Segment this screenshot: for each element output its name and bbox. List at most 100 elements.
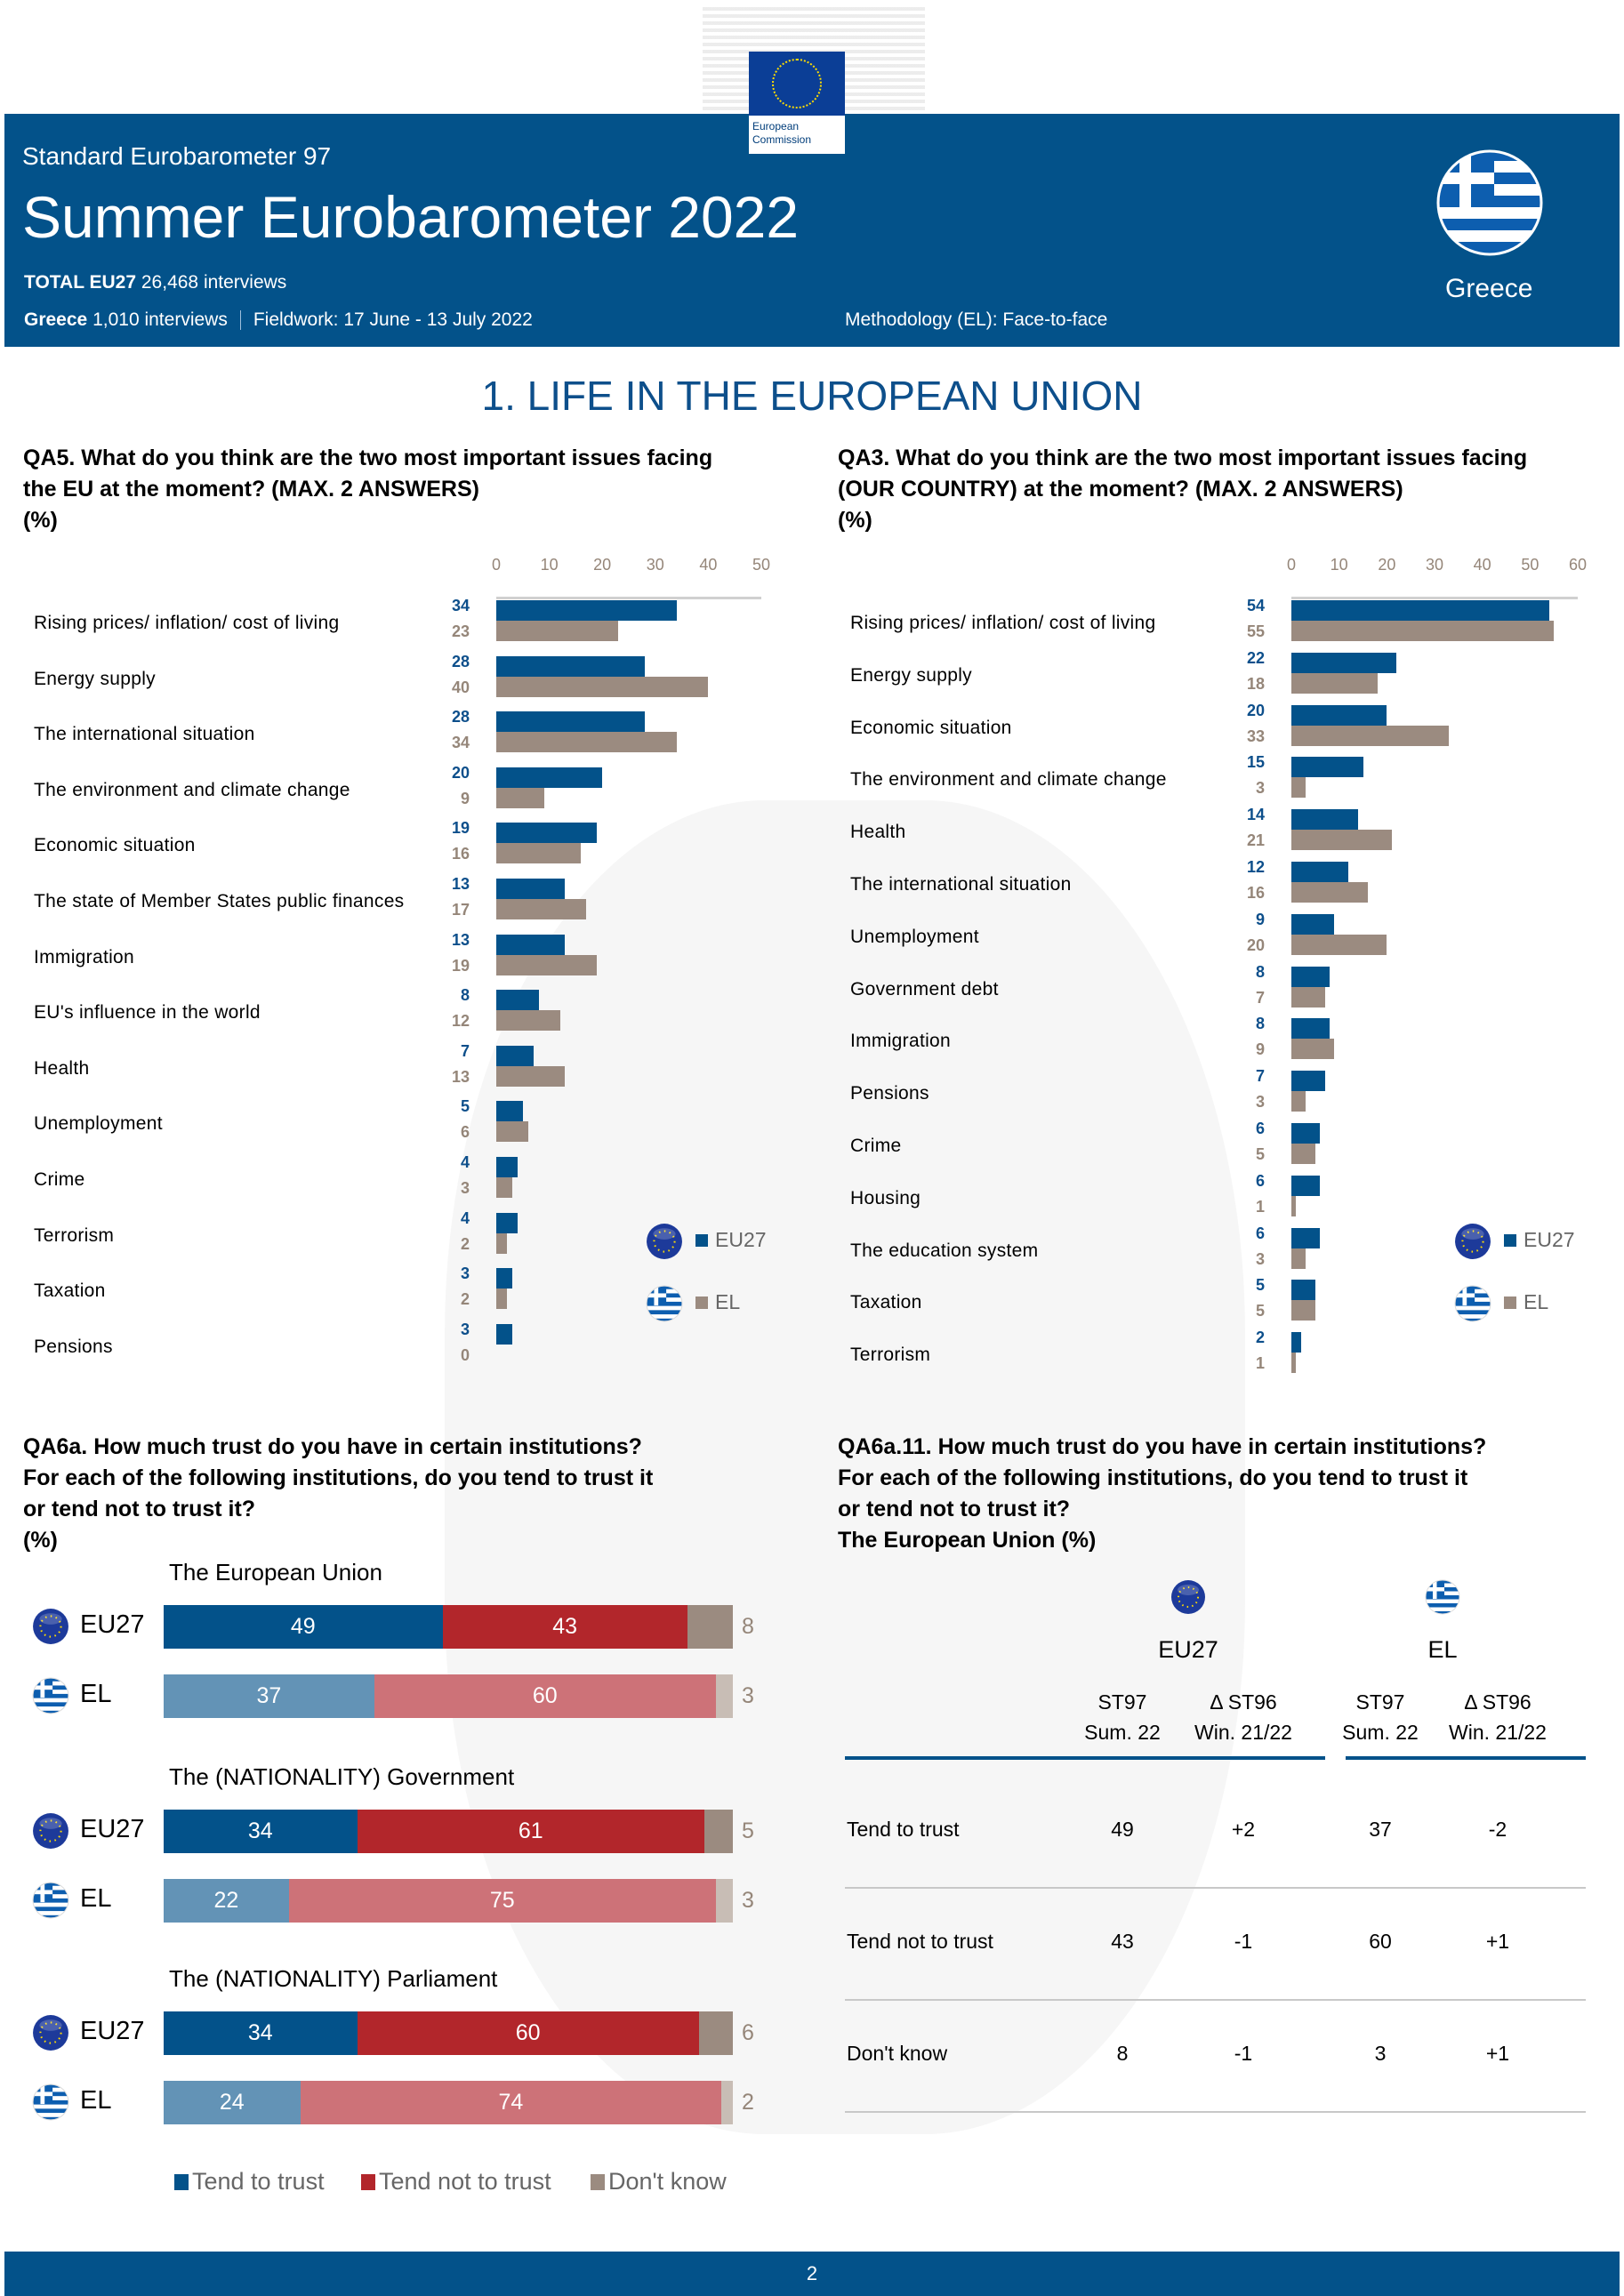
greece-flag-icon — [1436, 149, 1543, 256]
bar-el — [496, 621, 619, 641]
column-header-line2: Win. 21/22 — [1194, 1721, 1292, 1744]
bar-eu27 — [496, 1212, 518, 1233]
value-label-el: 3 — [1255, 779, 1265, 798]
value-label-eu27: 13 — [451, 875, 470, 893]
bar-el — [1291, 1091, 1306, 1112]
table-cell: 60 — [1369, 1930, 1392, 1953]
category-label: Economic situation — [34, 835, 196, 856]
value-label-eu27: 6 — [1255, 1224, 1265, 1242]
value-label-eu27: 15 — [1246, 753, 1265, 772]
stacked-segment: 37 — [164, 1674, 374, 1718]
bar-el — [1291, 1248, 1306, 1269]
category-label: Energy supply — [850, 664, 972, 686]
category-label: Taxation — [34, 1280, 106, 1302]
table-cell: 43 — [1111, 1930, 1134, 1953]
axis-tick-label: 50 — [1521, 556, 1540, 574]
column-header-line2: Win. 21/22 — [1449, 1721, 1547, 1744]
category-label: The education system — [850, 1240, 1039, 1261]
qa6a11-title: QA6a.11. How much trust do you have in c… — [838, 1432, 1486, 1556]
value-label-el: 6 — [460, 1123, 470, 1142]
table-cell: +1 — [1485, 1930, 1510, 1953]
column-header: ST97 Sum. 22 — [1060, 1687, 1185, 1747]
bar-el — [496, 1065, 566, 1087]
bar-eu27 — [1291, 704, 1387, 726]
row-label: EU27 — [80, 2017, 145, 2045]
row-divider — [845, 1999, 1586, 2001]
axis-tick-label: 20 — [1378, 556, 1396, 574]
value-label-el: 3 — [460, 1179, 470, 1197]
category-label: Immigration — [34, 946, 134, 967]
bar-el — [1291, 934, 1387, 955]
axis-tick-label: 40 — [699, 556, 718, 574]
logo-text-2: Commission — [752, 133, 812, 146]
legend-el: EL — [1504, 1290, 1548, 1314]
group-header-el: EL — [1427, 1636, 1458, 1663]
value-label-el: 33 — [1246, 727, 1265, 745]
total-value: 26,468 interviews — [141, 272, 287, 293]
greece-flag-icon — [32, 2083, 69, 2121]
value-label-eu27: 19 — [451, 819, 470, 838]
column-header-line1: ST97 — [1097, 1690, 1147, 1714]
value-label-eu27: 7 — [1255, 1067, 1265, 1086]
section-title: 1. LIFE IN THE EUROPEAN UNION — [481, 373, 1143, 419]
header-rule-el — [1346, 1756, 1586, 1760]
axis-tick-label: 20 — [593, 556, 612, 574]
greece-flag-icon — [32, 1677, 69, 1714]
bar-el — [496, 1010, 560, 1032]
axis-tick-label: 0 — [1286, 556, 1297, 574]
value-label-el: 40 — [451, 678, 470, 696]
category-label: Health — [850, 822, 906, 843]
value-label-el: 20 — [1246, 935, 1265, 954]
value-label-eu27: 3 — [460, 1264, 470, 1283]
bar-eu27 — [496, 711, 645, 733]
category-label: Health — [34, 1057, 90, 1079]
value-label-eu27: 12 — [1246, 858, 1265, 876]
stacked-segment — [715, 1879, 733, 1923]
bar-eu27 — [1291, 1123, 1321, 1144]
category-label: Economic situation — [850, 717, 1012, 738]
bar-eu27 — [496, 767, 603, 788]
stacked-segment — [698, 2011, 733, 2055]
table-cell: +1 — [1485, 2042, 1510, 2065]
value-label-el: 16 — [1246, 884, 1265, 902]
table-cell: +2 — [1231, 1818, 1256, 1841]
bar-el — [496, 787, 544, 808]
column-header: Δ ST96 Win. 21/22 — [1435, 1687, 1560, 1747]
bar-eu27 — [496, 1323, 512, 1345]
bar-eu27 — [1291, 913, 1335, 935]
bar-eu27 — [1291, 1280, 1315, 1301]
value-label-el: 0 — [460, 1345, 470, 1364]
row-label: EU27 — [80, 1610, 145, 1639]
stacked-segment: 34 — [164, 1810, 358, 1853]
greece-flag-icon — [646, 1285, 683, 1322]
fieldwork-dates: Fieldwork: 17 June - 13 July 2022 — [253, 309, 533, 330]
total-label: TOTAL EU27 — [24, 272, 137, 293]
stacked-segment: 34 — [164, 2011, 358, 2055]
stacked-segment: 75 — [288, 1879, 716, 1923]
bar-el — [1291, 725, 1450, 746]
qa5-title-line2: the EU at the moment? (MAX. 2 ANSWERS) — [23, 477, 479, 502]
bar-el — [1291, 1195, 1297, 1216]
qa6a11-title-line2: For each of the following institutions, … — [838, 1465, 1468, 1490]
table-cell: -2 — [1488, 1818, 1507, 1841]
stacked-segment: 43 — [442, 1605, 687, 1649]
value-label-el: 9 — [460, 789, 470, 807]
stacked-segment — [715, 1674, 733, 1718]
eu-stars-icon — [772, 59, 822, 108]
value-label-eu27: 5 — [460, 1097, 470, 1116]
legend-label: Don't know — [608, 2168, 727, 2195]
bar-eu27 — [1291, 809, 1359, 831]
eu-flag-icon — [33, 1813, 68, 1849]
category-label: The environment and climate change — [34, 779, 350, 800]
footer: 2 — [4, 2252, 1620, 2296]
category-label: The state of Member States public financ… — [34, 891, 405, 911]
report-title: Summer Eurobarometer 2022 — [22, 184, 800, 250]
value-label-eu27: 20 — [451, 763, 470, 782]
bar-el — [496, 1121, 528, 1143]
bar-el — [1291, 777, 1306, 799]
bar-el — [496, 843, 582, 864]
bar-eu27 — [1291, 1071, 1325, 1092]
value-label-eu27: 34 — [451, 597, 470, 614]
row-divider — [845, 2111, 1586, 2113]
row-label: EL — [80, 2086, 112, 2115]
